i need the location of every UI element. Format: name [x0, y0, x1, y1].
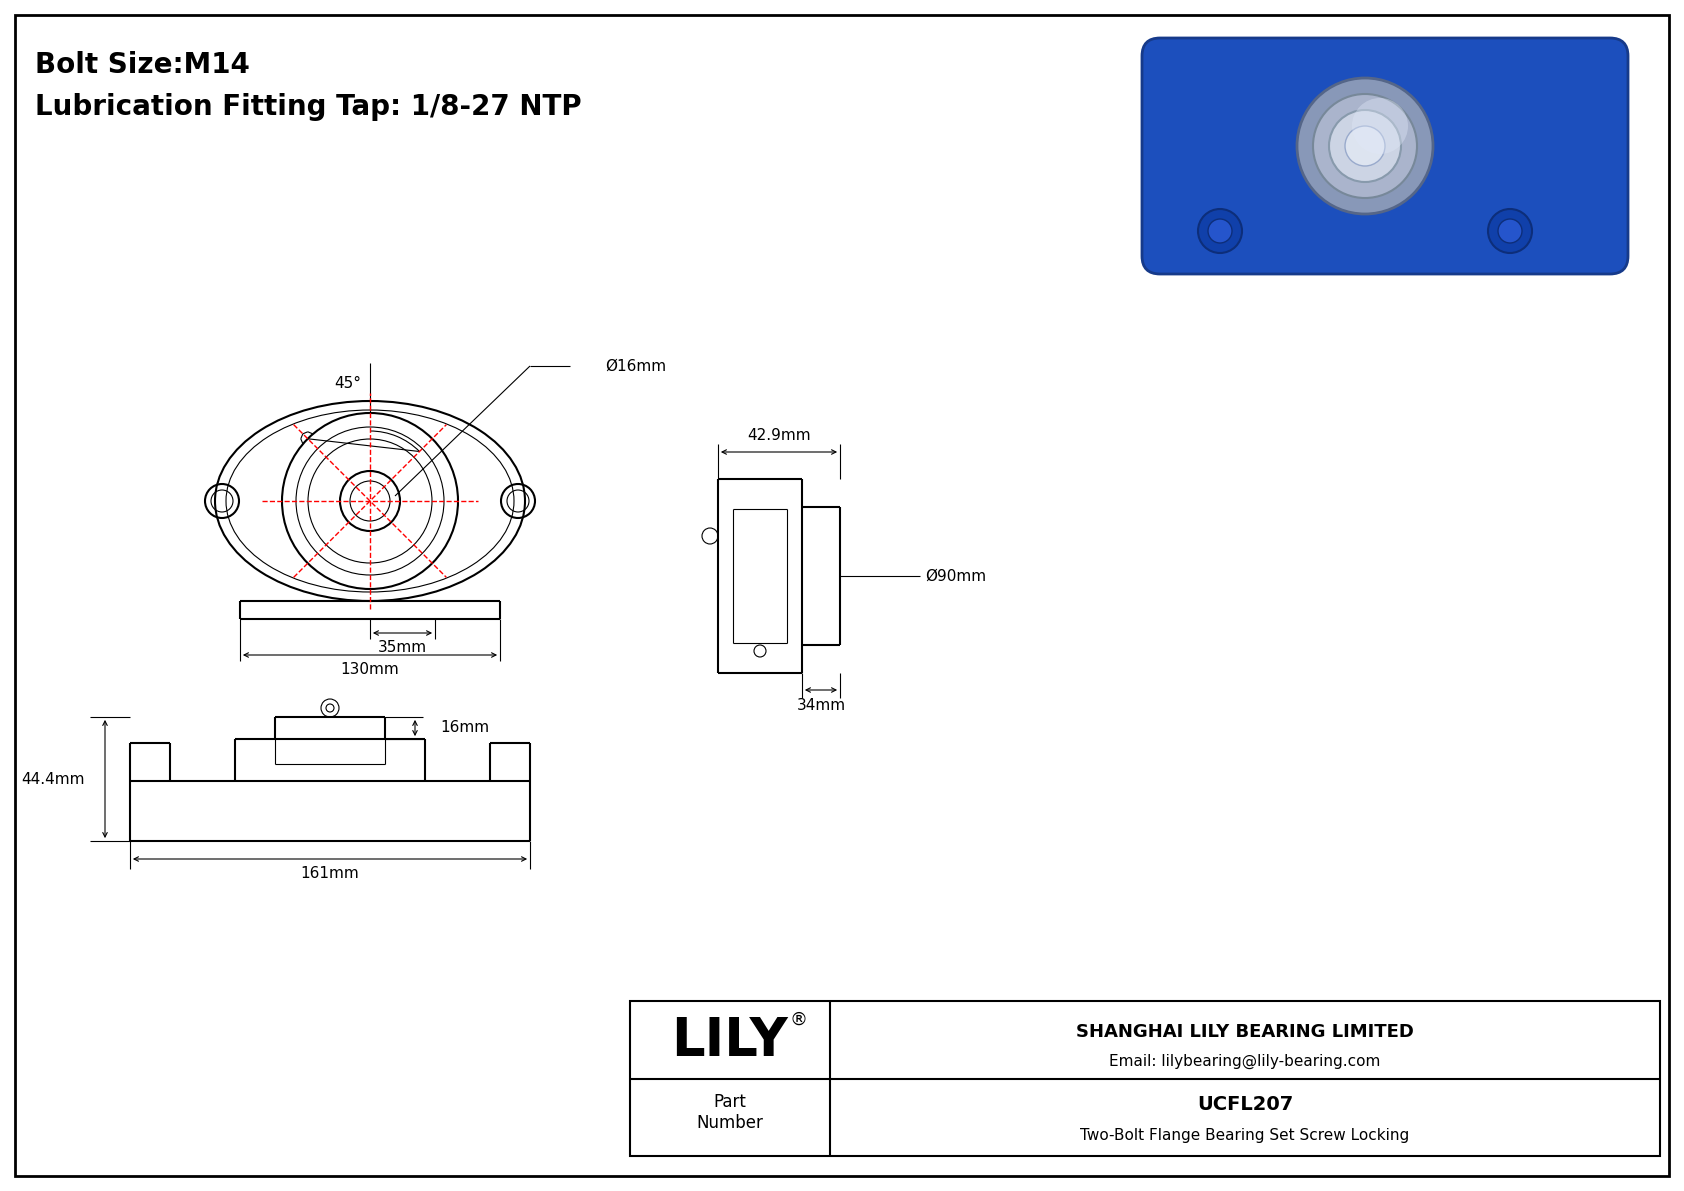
- Text: 16mm: 16mm: [440, 721, 488, 736]
- Text: Bolt Size:M14: Bolt Size:M14: [35, 51, 249, 79]
- Text: Email: lilybearing@lily-bearing.com: Email: lilybearing@lily-bearing.com: [1110, 1054, 1381, 1070]
- Circle shape: [1346, 126, 1384, 166]
- Circle shape: [1329, 110, 1401, 182]
- Text: 161mm: 161mm: [301, 867, 359, 881]
- Text: 42.9mm: 42.9mm: [748, 429, 810, 443]
- Text: 44.4mm: 44.4mm: [22, 772, 84, 786]
- Circle shape: [1352, 98, 1408, 154]
- Text: Lubrication Fitting Tap: 1/8-27 NTP: Lubrication Fitting Tap: 1/8-27 NTP: [35, 93, 581, 121]
- Bar: [630, 1000, 1660, 1156]
- Circle shape: [1489, 208, 1532, 252]
- Circle shape: [1314, 94, 1416, 198]
- FancyBboxPatch shape: [1142, 38, 1628, 274]
- Text: LILY: LILY: [672, 1015, 788, 1067]
- Text: Ø16mm: Ø16mm: [605, 358, 667, 374]
- Text: Ø90mm: Ø90mm: [925, 568, 987, 584]
- Text: UCFL207: UCFL207: [1197, 1096, 1293, 1115]
- Text: 130mm: 130mm: [340, 661, 399, 676]
- Text: 35mm: 35mm: [377, 640, 426, 655]
- Circle shape: [1197, 208, 1243, 252]
- Circle shape: [1207, 219, 1233, 243]
- Text: 34mm: 34mm: [797, 698, 845, 713]
- Circle shape: [1297, 77, 1433, 214]
- Text: Two-Bolt Flange Bearing Set Screw Locking: Two-Bolt Flange Bearing Set Screw Lockin…: [1081, 1128, 1410, 1143]
- Text: 45°: 45°: [335, 375, 362, 391]
- Text: ®: ®: [790, 1010, 807, 1028]
- Circle shape: [1499, 219, 1522, 243]
- Text: SHANGHAI LILY BEARING LIMITED: SHANGHAI LILY BEARING LIMITED: [1076, 1023, 1415, 1041]
- Text: Part
Number: Part Number: [697, 1093, 763, 1131]
